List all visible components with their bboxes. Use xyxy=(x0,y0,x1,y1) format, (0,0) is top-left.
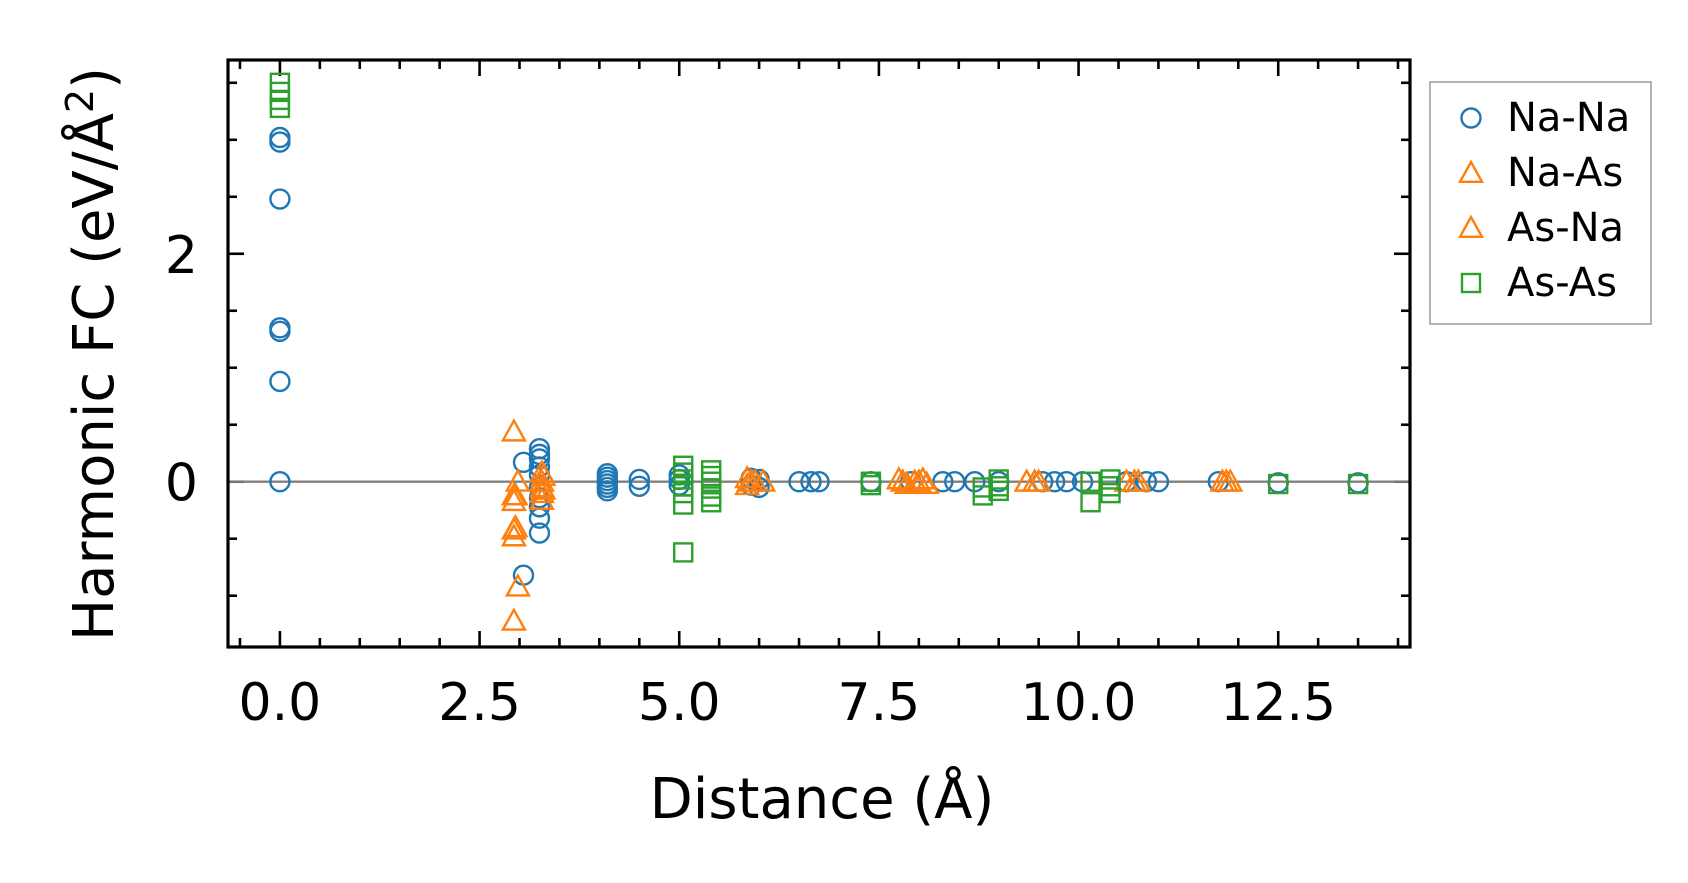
data-point xyxy=(504,573,531,597)
y-tick-label: 2 xyxy=(165,226,198,286)
data-point xyxy=(738,468,765,492)
data-point xyxy=(596,480,619,502)
legend-marker-na-as xyxy=(1457,159,1485,184)
y-axis-label: Harmonic FC (eV/Å2) xyxy=(58,67,127,641)
plot-frame xyxy=(226,58,1412,649)
legend-marker-as-na xyxy=(1457,214,1485,239)
data-point xyxy=(269,188,291,210)
data-point xyxy=(628,468,651,491)
x-tick-label: 7.5 xyxy=(838,673,921,733)
data-point xyxy=(673,494,694,515)
data-point xyxy=(530,462,557,487)
x-tick-label: 10.0 xyxy=(1021,673,1137,733)
legend-label-as-as: As-As xyxy=(1507,260,1617,306)
legend-label-as-na: As-Na xyxy=(1507,205,1624,251)
data-point xyxy=(1100,482,1121,504)
data-point xyxy=(932,471,954,493)
data-point xyxy=(1121,468,1148,492)
data-point xyxy=(269,370,291,393)
x-tick-label: 12.5 xyxy=(1220,673,1336,733)
data-point xyxy=(913,470,940,495)
data-point xyxy=(500,607,527,631)
y-axis-label-close: ) xyxy=(62,67,127,89)
data-point xyxy=(502,481,529,506)
data-point xyxy=(528,448,551,470)
series-as-as xyxy=(269,72,1369,563)
data-point xyxy=(1213,468,1240,492)
legend-marker-as-as xyxy=(1460,272,1482,294)
x-tick-label: 0.0 xyxy=(239,673,322,733)
data-point xyxy=(700,492,722,513)
data-point xyxy=(269,471,291,493)
data-point xyxy=(1021,468,1048,492)
x-tick-label: 2.5 xyxy=(438,673,521,733)
data-point xyxy=(500,487,527,512)
data-point xyxy=(502,513,529,538)
legend-label-na-as: Na-As xyxy=(1507,150,1623,196)
data-point xyxy=(1147,471,1170,493)
data-point xyxy=(860,474,882,496)
data-point xyxy=(269,131,291,153)
legend: Na-Na Na-As As-Na As-As xyxy=(1429,81,1652,325)
y-tick-label: 0 xyxy=(165,454,198,514)
data-point xyxy=(988,480,1009,502)
tick-labels: 0.0 2.5 5.0 7.5 10.0 12.5 0 2 xyxy=(165,226,1336,733)
x-tick-label: 5.0 xyxy=(638,673,721,733)
data-point xyxy=(1347,473,1369,495)
data-point xyxy=(905,468,932,492)
legend-frame xyxy=(1429,81,1652,325)
data-point xyxy=(628,475,651,497)
x-axis-label: Distance (Å) xyxy=(650,766,995,832)
data-point xyxy=(734,471,761,496)
legend-label-na-na: Na-Na xyxy=(1507,95,1630,141)
data-point xyxy=(909,465,936,490)
data-point xyxy=(800,471,822,493)
data-point xyxy=(1080,471,1101,492)
data-point xyxy=(530,476,557,500)
data-point xyxy=(808,471,830,493)
data-point xyxy=(889,468,916,492)
y-axis-label-main: Harmonic FC (eV/Å xyxy=(61,113,127,641)
data-point xyxy=(1055,471,1078,493)
legend-marker-na-na xyxy=(1460,107,1482,129)
data-point xyxy=(269,320,291,342)
legend-markers xyxy=(1457,107,1485,294)
data-point xyxy=(500,418,527,442)
data-point xyxy=(673,542,694,563)
data-point xyxy=(528,522,551,544)
y-axis-label-superscript: 2 xyxy=(58,89,102,113)
data-point xyxy=(269,97,291,119)
data-point xyxy=(1080,492,1101,513)
scatter-points xyxy=(269,72,1369,631)
series-as-na xyxy=(502,462,1240,538)
data-point xyxy=(673,482,694,504)
data-point xyxy=(1268,473,1289,495)
